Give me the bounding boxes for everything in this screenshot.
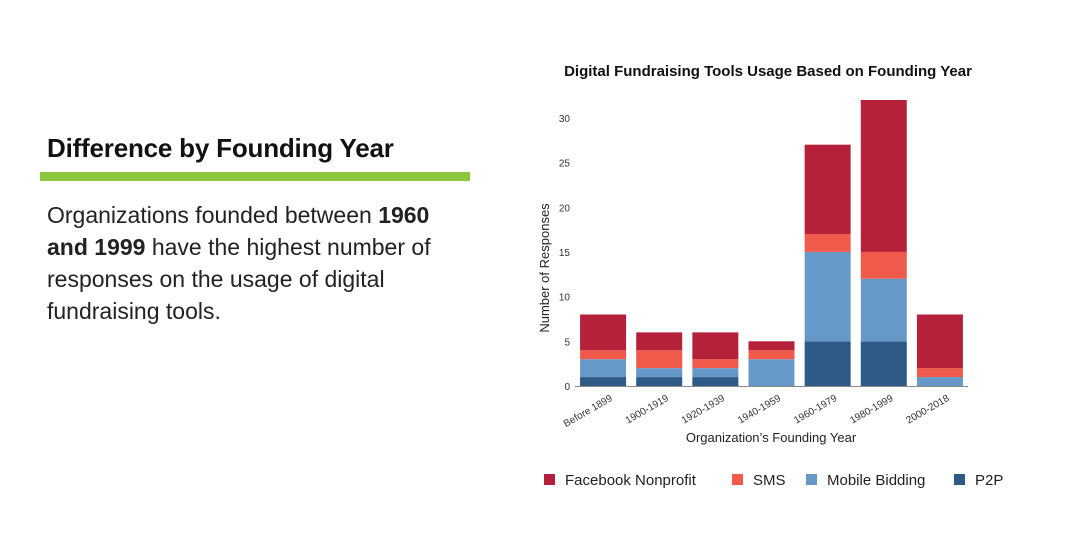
bar-segment [916,377,963,386]
legend-label: P2P [975,472,1003,489]
bar-segment [748,341,795,351]
chart-title: Digital Fundraising Tools Usage Based on… [564,63,972,80]
y-tick-label: 30 [559,114,571,125]
bar-segment [804,251,851,342]
x-tick-label: 1960-1979 [792,393,839,427]
y-tick-label: 0 [564,382,570,393]
body-highlight: 1960 and 1999 [47,202,430,260]
x-tick-label: 1900-1919 [624,393,671,427]
x-axis-label: Organization’s Founding Year [686,430,857,445]
bar-segment [860,251,907,279]
bar-segment [636,332,683,351]
bar-segment [860,100,907,252]
bar-segment [748,350,795,360]
y-axis: 0 5 10 15 20 25 30 [559,114,571,393]
x-tick-label: 2000-2018 [905,393,952,427]
chart-svg: Digital Fundraising Tools Usage Based on… [537,63,1003,489]
bars [580,100,963,386]
x-tick-label: 1920-1939 [680,393,727,427]
bar-segment [804,341,851,386]
bar-segment [636,377,683,386]
legend-swatch [544,474,555,485]
bar-segment [916,314,963,369]
x-tick-label: 1940-1959 [736,393,783,427]
bar-segment [860,278,907,342]
bar-segment [748,359,795,386]
x-axis: Before 1899 1900-1919 1920-1939 1940-1959 19… [562,386,968,430]
x-tick-label: Before 1899 [562,393,615,430]
bar-segment [636,368,683,378]
bar-segment [580,350,627,360]
bar-segment [580,377,627,386]
legend-swatch [954,474,965,485]
bar-segment [804,234,851,252]
accent-rule [40,172,470,181]
bar-segment [636,350,683,369]
stacked-bar-chart: Digital Fundraising Tools Usage Based on… [530,50,1050,540]
x-tick-label: 1980-1999 [848,393,895,427]
y-tick-label: 10 [559,293,571,304]
legend-swatch [732,474,743,485]
legend-label: SMS [753,472,786,489]
bar-segment [692,368,739,378]
bar-segment [692,359,739,369]
slide-body-text: Organizations founded between 1960 and 1… [47,199,467,327]
slide-heading: Difference by Founding Year [47,133,394,163]
bar-segment [804,144,851,235]
legend-label: Facebook Nonprofit [565,472,697,489]
y-tick-label: 25 [559,159,571,170]
bar-segment [580,314,627,351]
body-lead: Organizations founded between [47,202,379,228]
bar-segment [692,332,739,360]
y-tick-label: 5 [564,337,570,348]
bar-segment [580,359,627,378]
y-tick-label: 20 [559,203,571,214]
legend-label: Mobile Bidding [827,472,925,489]
chart-legend: Facebook Nonprofit SMS Mobile Bidding P2P [544,472,1003,489]
y-tick-label: 15 [559,248,571,259]
body-tail: have the highest number of responses on … [47,234,431,324]
bar-segment [692,377,739,386]
y-axis-label: Number of Responses [537,203,552,333]
bar-segment [916,368,963,378]
legend-swatch [806,474,817,485]
bar-segment [860,341,907,386]
